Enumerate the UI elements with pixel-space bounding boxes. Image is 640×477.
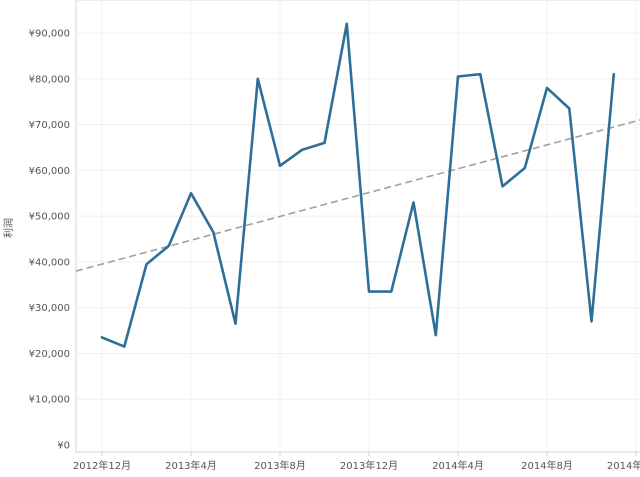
x-tick-label: 2014年8月 bbox=[521, 459, 573, 472]
y-tick-label: ¥50,000 bbox=[29, 212, 70, 223]
trend-line-group bbox=[75, 119, 640, 272]
y-tick-label: ¥20,000 bbox=[29, 349, 70, 360]
y-tick-label: ¥40,000 bbox=[29, 257, 70, 268]
y-tick-label: ¥90,000 bbox=[29, 29, 70, 40]
y-tick-label: ¥30,000 bbox=[29, 303, 70, 314]
y-axis-title: 利润 bbox=[2, 218, 15, 238]
y-tick-label: ¥70,000 bbox=[29, 120, 70, 131]
y-tick-label: ¥60,000 bbox=[29, 166, 70, 177]
y-axis-ticks: ¥0 ¥10,000 ¥20,000 ¥30,000 ¥40,000 ¥50,000 ¥60… bbox=[29, 29, 70, 452]
x-tick-label: 2014年4月 bbox=[432, 459, 484, 472]
x-tick-label: 2013年12月 bbox=[340, 459, 398, 472]
y-tick-label: ¥10,000 bbox=[29, 395, 70, 406]
grid bbox=[75, 0, 640, 456]
y-tick-label: ¥80,000 bbox=[29, 74, 70, 85]
x-tick-label: 2013年4月 bbox=[165, 459, 217, 472]
series-group bbox=[100, 22, 616, 348]
x-tick-label: 2014年12月 bbox=[607, 459, 640, 472]
series-line bbox=[100, 22, 616, 348]
x-tick-label: 2012年12月 bbox=[73, 459, 131, 472]
x-tick-label: 2013年8月 bbox=[254, 459, 306, 472]
trend-line bbox=[75, 119, 640, 272]
y-tick-label: ¥0 bbox=[57, 441, 70, 452]
x-axis-ticks: 2012年12月 2013年4月 2013年8月 2013年12月 2014年4月 201… bbox=[73, 459, 640, 472]
